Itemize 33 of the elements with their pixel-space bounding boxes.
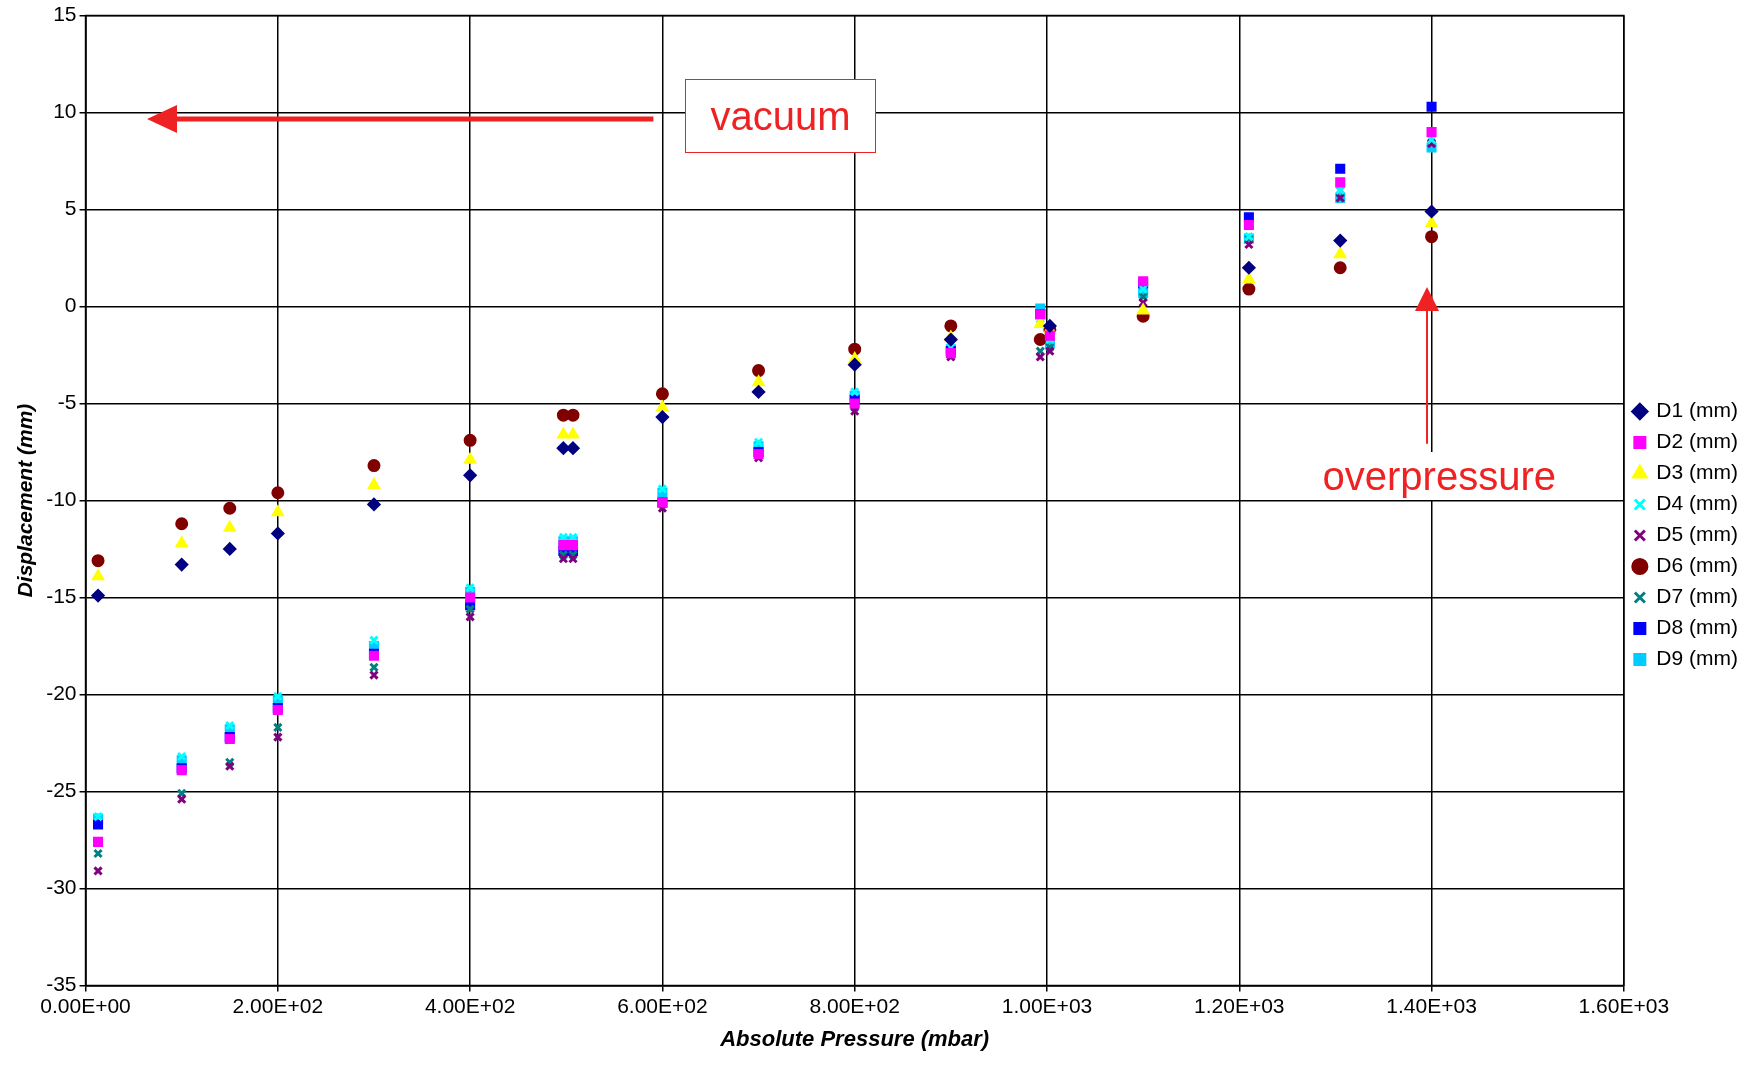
y-tick-label: 0 [64, 293, 77, 317]
x-tick-label: 6.00E+02 [617, 993, 708, 1017]
x-tick-label: 2.00E+02 [232, 993, 324, 1017]
x-axis-title: Absolute Pressure (mbar) [719, 1025, 990, 1051]
legend-label: D5 (mm) [1656, 522, 1738, 546]
legend-label: D1 (mm) [1656, 398, 1738, 422]
x-tick-label: 8.00E+02 [809, 993, 900, 1017]
legend-label: D3 (mm) [1656, 460, 1738, 484]
legend-label: D7 (mm) [1656, 584, 1738, 608]
y-tick-label: -25 [46, 778, 77, 802]
x-tick-label: 1.40E+03 [1386, 993, 1477, 1017]
annotation: vacuum [685, 78, 876, 153]
x-tick-label: 1.20E+03 [1194, 993, 1285, 1017]
y-tick-label: -5 [57, 390, 77, 414]
y-tick-label: 10 [53, 99, 77, 123]
y-tick-label: -15 [46, 584, 77, 608]
x-tick-label: 0.00E+00 [40, 993, 131, 1017]
y-tick-label: -30 [46, 875, 77, 899]
y-tick-label: -10 [46, 487, 77, 511]
y-tick-label: 15 [53, 2, 77, 26]
legend-label: D9 (mm) [1656, 646, 1738, 670]
y-tick-label: 5 [64, 196, 77, 220]
y-tick-label: -20 [46, 681, 77, 705]
y-tick-label: -35 [46, 972, 77, 996]
x-tick-label: 1.60E+03 [1578, 993, 1670, 1017]
legend-label: D2 (mm) [1656, 429, 1738, 453]
legend-label: D4 (mm) [1656, 491, 1738, 515]
legend-label: D8 (mm) [1656, 615, 1738, 639]
legend-label: D6 (mm) [1656, 553, 1738, 577]
annotation: overpressure [1316, 452, 1562, 500]
x-tick-label: 1.00E+03 [1001, 993, 1093, 1017]
y-axis-title: Displacement (mm) [13, 403, 37, 598]
x-tick-label: 4.00E+02 [424, 993, 516, 1017]
